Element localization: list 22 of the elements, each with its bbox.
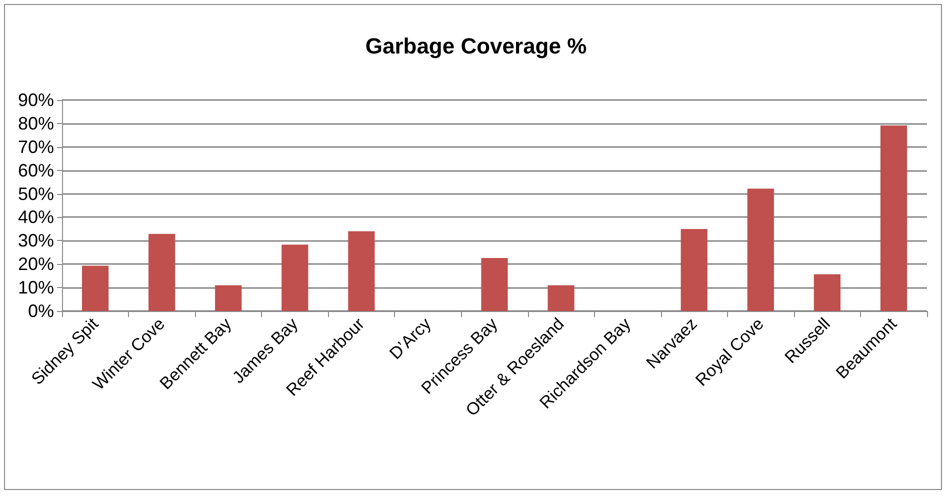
bar (82, 266, 109, 311)
y-tick-label: 70% (18, 136, 54, 157)
y-tick-label: 80% (18, 113, 54, 134)
bar (880, 126, 908, 311)
y-tick-label: 40% (18, 207, 54, 228)
y-tick-label: 30% (18, 230, 54, 251)
bar (348, 231, 375, 311)
y-tick-label: 50% (18, 184, 54, 204)
y-tick-label: 20% (18, 254, 54, 274)
bar (215, 285, 242, 311)
y-tick-label: 0% (28, 301, 54, 321)
bar (814, 274, 840, 311)
bar (548, 285, 574, 311)
bar (481, 258, 508, 311)
y-tick-label: 90% (18, 90, 54, 110)
chart-title: Garbage Coverage % (365, 34, 587, 58)
bar (680, 228, 708, 311)
bar (282, 244, 308, 311)
y-tick-label: 10% (18, 278, 54, 298)
bar (747, 188, 774, 311)
y-tick-label: 60% (18, 160, 54, 180)
bar (148, 234, 176, 311)
